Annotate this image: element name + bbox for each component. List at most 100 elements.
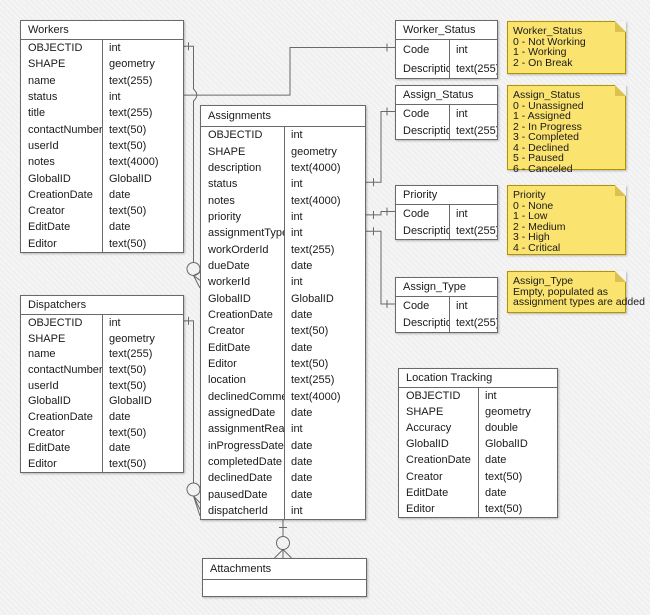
column-divider (449, 297, 450, 332)
field-name: Editor (28, 237, 57, 250)
field-type: text(50) (109, 205, 147, 218)
connector-path (184, 320, 194, 483)
field-type: int (109, 91, 121, 104)
connector-dispatchers-objectid-to-assignments-dispatcherid[interactable] (184, 316, 201, 517)
field-type: date (485, 486, 507, 499)
field-name: contactNumber (28, 123, 102, 136)
crows-foot (193, 272, 201, 289)
note-line: 4 - Critical (513, 241, 561, 254)
field-type: geometry (109, 332, 155, 345)
field-name: workOrderId (208, 243, 269, 256)
field-row: contactNumber text(50) (21, 121, 183, 137)
field-name: EditDate (28, 221, 71, 234)
field-type: text(4000) (291, 194, 341, 207)
zero-marker-circle (276, 536, 290, 550)
field-type: date (291, 439, 313, 452)
field-type: date (291, 456, 313, 469)
assign-type-note[interactable]: Assign_Type Empty, populated as assignment… (507, 271, 645, 313)
field-row: CreationDate date (201, 307, 365, 323)
field-row: Editor text(50) (201, 356, 365, 372)
field-type: date (109, 442, 131, 455)
field-name: assignedDate (208, 407, 276, 420)
field-name: OBJECTID (208, 129, 263, 142)
column-divider (102, 315, 103, 472)
field-type: text(255) (109, 348, 153, 361)
table-priority[interactable]: Priority Code int Description text(255) (395, 185, 498, 240)
field-type: double (485, 422, 519, 435)
note-line: Assign_Type (513, 275, 574, 287)
table-title: Workers (28, 24, 69, 36)
field-name: Code (403, 299, 430, 312)
field-type: int (456, 43, 468, 56)
table-assign-status[interactable]: Assign_Status Code int Description text(255) (395, 85, 498, 140)
field-row: OBJECTID int (21, 40, 183, 56)
field-name: status (28, 91, 58, 104)
field-type: GlobalID (291, 292, 334, 305)
field-type: text(255) (456, 124, 497, 137)
column-divider (449, 40, 450, 78)
note-line: 2 - On Break (513, 56, 573, 69)
field-row: GlobalID GlobalID (21, 170, 183, 186)
assign-status-note[interactable]: Assign_Status 0 - Unassigned 1 - Assigned 2… (507, 85, 626, 174)
field-name: Creator (208, 325, 245, 338)
connector-assignments-to-attachments[interactable] (274, 518, 292, 559)
connector-workers-status-to-worker-status-code[interactable] (184, 43, 395, 96)
table-title: Assign_Type (403, 281, 466, 293)
field-type: date (291, 407, 313, 420)
field-type: date (291, 472, 313, 485)
table-assign-type[interactable]: Assign_Type Code int Description text(255) (395, 277, 498, 333)
field-row: declinedDate date (201, 470, 365, 486)
field-row: userId text(50) (21, 378, 183, 394)
column-divider (449, 105, 450, 139)
field-type: GlobalID (109, 172, 152, 185)
connector-path (366, 230, 395, 305)
connector-assignments-assignmenttype-to-assign-type-code[interactable] (366, 227, 395, 308)
note-line: 4 - Declined (513, 141, 570, 154)
note-line: 0 - Not Working (513, 35, 586, 48)
column-divider (449, 205, 450, 239)
field-name: Code (403, 207, 430, 220)
field-row: SHAPE geometry (21, 56, 183, 72)
table-worker-status[interactable]: Worker_Status Code int Description text(255) (395, 20, 498, 79)
field-row: status int (21, 89, 183, 105)
field-row: Code int (396, 40, 497, 59)
field-row: dueDate date (201, 258, 365, 274)
note-line: 1 - Working (513, 46, 567, 58)
column-divider (102, 40, 103, 252)
table-workers[interactable]: Workers OBJECTID int SHAPE geometry name text(… (20, 20, 184, 253)
connector-workers-objectid-to-assignments-workerid[interactable] (184, 42, 201, 289)
table-assignments[interactable]: Assignments OBJECTID int SHAPE geometry descr… (200, 105, 366, 521)
field-type: int (291, 210, 303, 223)
field-row: GlobalID GlobalID (21, 393, 183, 409)
priority-note[interactable]: Priority 0 - None 1 - Low 2 - Medium 3 - Hig… (507, 185, 626, 255)
field-row: Description text(255) (396, 222, 497, 239)
field-type: text(50) (485, 470, 523, 483)
table-location-tracking[interactable]: Location Tracking OBJECTID int SHAPE geometr… (398, 368, 558, 518)
field-type: text(50) (485, 502, 523, 515)
field-row: SHAPE geometry (201, 143, 365, 159)
field-row: notes text(4000) (21, 154, 183, 170)
connector-assignments-status-to-assign-status-code[interactable] (366, 107, 395, 187)
field-name: Code (403, 43, 430, 56)
field-row: CreationDate date (399, 452, 557, 468)
field-name: Code (403, 107, 430, 120)
field-row: name text(255) (21, 346, 183, 362)
field-row: Description text(255) (396, 122, 497, 139)
field-type: text(4000) (291, 161, 341, 174)
field-type: int (291, 178, 303, 191)
field-row: assignmentType int (201, 225, 365, 241)
table-dispatchers[interactable]: Dispatchers OBJECTID int SHAPE geometry name t… (20, 295, 184, 473)
connector-assignments-priority-to-priority-code[interactable] (366, 207, 395, 219)
field-row: priority int (201, 209, 365, 225)
table-title: Dispatchers (28, 299, 87, 311)
field-name: userId (28, 139, 59, 152)
field-name: dispatcherId (208, 505, 268, 518)
worker-status-note[interactable]: Worker_Status 0 - Not Working 1 - Working 2… (507, 21, 626, 74)
field-type: date (109, 188, 131, 201)
field-type: text(255) (291, 243, 335, 256)
field-name: SHAPE (406, 406, 444, 419)
table-attachments[interactable]: Attachments (202, 558, 367, 597)
table-title: Attachments (210, 563, 272, 575)
